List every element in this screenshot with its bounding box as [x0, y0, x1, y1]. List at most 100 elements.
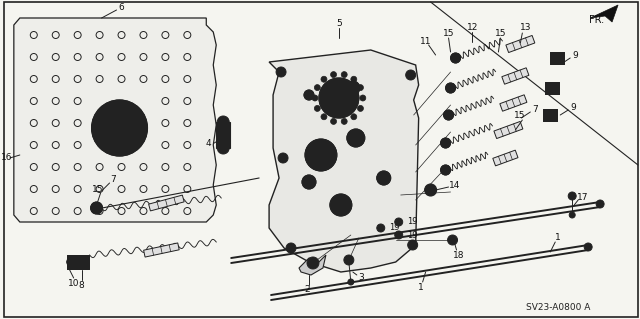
Circle shape: [344, 255, 354, 265]
Circle shape: [440, 165, 451, 175]
Circle shape: [305, 139, 337, 171]
Circle shape: [569, 212, 575, 218]
Circle shape: [444, 110, 454, 120]
Polygon shape: [502, 68, 529, 84]
Polygon shape: [148, 195, 184, 211]
Text: 12: 12: [467, 23, 478, 32]
Circle shape: [440, 138, 451, 148]
Bar: [550, 52, 564, 64]
Circle shape: [408, 240, 418, 250]
Polygon shape: [493, 150, 518, 166]
Text: 5: 5: [336, 19, 342, 28]
Circle shape: [331, 118, 337, 124]
Text: 18: 18: [452, 250, 464, 259]
Circle shape: [217, 116, 229, 128]
Circle shape: [312, 95, 318, 101]
Circle shape: [307, 257, 319, 269]
Circle shape: [406, 70, 415, 80]
Circle shape: [360, 95, 366, 101]
Circle shape: [395, 218, 403, 226]
Bar: [67, 255, 88, 269]
Polygon shape: [143, 243, 179, 257]
Circle shape: [424, 184, 436, 196]
Circle shape: [106, 114, 134, 142]
Text: 7: 7: [532, 106, 538, 115]
Circle shape: [319, 78, 359, 118]
Bar: [216, 122, 230, 148]
Text: 4: 4: [205, 138, 211, 147]
Circle shape: [314, 85, 320, 91]
Polygon shape: [590, 5, 618, 22]
Text: 8: 8: [79, 280, 84, 290]
Text: 15: 15: [495, 28, 506, 38]
Text: 6: 6: [118, 4, 124, 12]
Circle shape: [278, 153, 288, 163]
Bar: [67, 255, 88, 269]
Text: 9: 9: [570, 103, 576, 113]
Polygon shape: [494, 122, 523, 138]
Circle shape: [91, 202, 102, 214]
Bar: [543, 109, 557, 121]
Text: 19: 19: [388, 224, 399, 233]
Circle shape: [217, 142, 229, 154]
Text: 9: 9: [572, 51, 578, 61]
Circle shape: [568, 192, 576, 200]
Circle shape: [304, 90, 314, 100]
Circle shape: [347, 129, 365, 147]
Text: 11: 11: [420, 38, 431, 47]
Circle shape: [428, 187, 434, 193]
Circle shape: [447, 235, 458, 245]
Text: 3: 3: [358, 273, 364, 283]
Text: 15: 15: [443, 28, 454, 38]
Bar: [550, 52, 564, 64]
Circle shape: [286, 243, 296, 253]
Text: 10: 10: [68, 278, 79, 287]
Circle shape: [445, 83, 456, 93]
Circle shape: [314, 105, 320, 111]
Circle shape: [341, 71, 348, 78]
Text: SV23-A0800 A: SV23-A0800 A: [526, 303, 591, 313]
Circle shape: [329, 88, 349, 108]
Circle shape: [67, 258, 75, 266]
Text: 19: 19: [406, 231, 417, 240]
Circle shape: [346, 81, 360, 95]
Text: 7: 7: [111, 175, 116, 184]
Circle shape: [348, 279, 354, 285]
Text: 1: 1: [418, 283, 424, 292]
Bar: [545, 82, 559, 94]
Circle shape: [351, 114, 356, 120]
Circle shape: [321, 114, 327, 120]
Circle shape: [92, 100, 147, 156]
Text: 16: 16: [1, 153, 13, 162]
Polygon shape: [506, 35, 535, 53]
Text: FR.: FR.: [589, 15, 604, 25]
Circle shape: [276, 67, 286, 77]
Circle shape: [358, 85, 364, 91]
Polygon shape: [269, 50, 419, 272]
Text: 13: 13: [520, 24, 531, 33]
Circle shape: [395, 231, 403, 239]
Text: 15: 15: [514, 110, 525, 120]
Polygon shape: [500, 95, 527, 111]
Circle shape: [377, 224, 385, 232]
Circle shape: [331, 71, 337, 78]
Circle shape: [351, 76, 356, 82]
Circle shape: [321, 76, 327, 82]
Text: 2: 2: [304, 286, 310, 294]
Bar: [543, 109, 557, 121]
Circle shape: [341, 118, 348, 124]
Bar: [545, 82, 559, 94]
Circle shape: [451, 53, 461, 63]
Circle shape: [358, 105, 364, 111]
Text: 15: 15: [92, 186, 103, 195]
Circle shape: [330, 194, 352, 216]
Circle shape: [302, 175, 316, 189]
Circle shape: [584, 243, 592, 251]
Circle shape: [596, 200, 604, 208]
Polygon shape: [299, 255, 326, 275]
Text: 19: 19: [406, 218, 417, 226]
Text: 17: 17: [577, 192, 589, 202]
Polygon shape: [14, 18, 216, 222]
Circle shape: [377, 171, 391, 185]
Text: 14: 14: [449, 181, 460, 189]
